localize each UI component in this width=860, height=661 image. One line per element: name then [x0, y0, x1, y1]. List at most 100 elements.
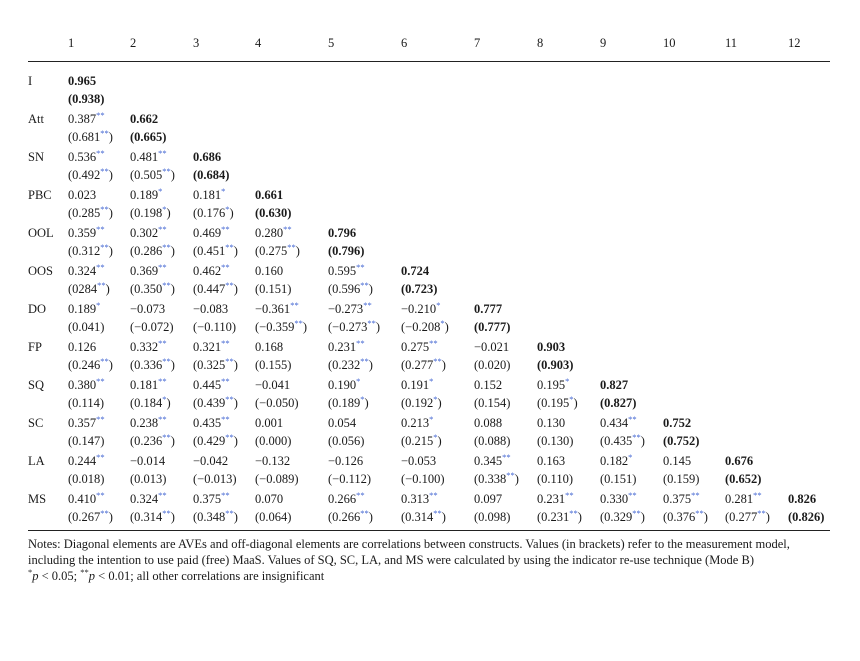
- structural-value: 0.244**: [68, 452, 130, 470]
- measurement-value: (0.938): [68, 90, 130, 108]
- closing-bracket: ): [368, 358, 373, 372]
- correlation-cell: −0.073 (−0.072): [130, 300, 193, 338]
- correlation-cell: 0.434** (0.435**): [600, 414, 663, 452]
- significance-marker: **: [162, 242, 171, 252]
- measurement-value: (−0.208*): [401, 318, 474, 336]
- row-label: DO: [28, 302, 47, 316]
- measurement-value-number: (0.192: [401, 396, 434, 410]
- measurement-value: (0.505**): [130, 166, 193, 184]
- significance-marker: **: [628, 490, 637, 500]
- measurement-value-number: (0.098): [474, 510, 511, 524]
- measurement-value: (0.684): [193, 166, 255, 184]
- measurement-value-number: (0.215: [401, 434, 434, 448]
- significance-marker: **: [753, 490, 762, 500]
- structural-value-number: 0.213: [401, 416, 430, 430]
- diagonal-ave-cell: 0.724 (0.723): [401, 262, 474, 300]
- structural-value: 0.266**: [328, 490, 401, 508]
- correlation-cell: 0.189* (0.041): [68, 300, 130, 338]
- empty-cell: [663, 300, 725, 338]
- structural-value: 0.661: [255, 186, 328, 204]
- structural-value: 0.369**: [130, 262, 193, 280]
- empty-cell: [193, 110, 255, 148]
- table-row: SC 0.357** (0.147) 0.238** (0.236**) 0.435**(…: [28, 414, 830, 452]
- significance-marker: **: [100, 242, 109, 252]
- significance-marker: *: [225, 204, 230, 214]
- closing-bracket: ): [108, 244, 113, 258]
- empty-cell: [725, 262, 788, 300]
- measurement-value-number: (0.151): [600, 472, 637, 486]
- structural-value-number: 0.054: [328, 416, 357, 430]
- measurement-value-number: (0.266: [328, 510, 361, 524]
- significance-marker: **: [363, 300, 372, 310]
- structural-value: 0.070: [255, 490, 328, 508]
- diagonal-ave-cell: 0.676 (0.652): [725, 452, 788, 490]
- empty-cell: [537, 148, 600, 186]
- structural-value-number: 0.332: [130, 340, 159, 354]
- measurement-value-number: (0.796): [328, 244, 365, 258]
- structural-value-number: 0.244: [68, 454, 97, 468]
- significance-marker: **: [433, 508, 442, 518]
- measurement-value: (−0.089): [255, 470, 328, 488]
- significance-marker: *: [565, 376, 570, 386]
- measurement-value-number: (0284: [68, 282, 98, 296]
- empty-cell: [474, 186, 537, 224]
- significance-marker: **: [290, 300, 299, 310]
- structural-value: 0.281**: [725, 490, 788, 508]
- significance-marker: **: [96, 262, 105, 272]
- empty-cell: [725, 300, 788, 338]
- structural-value: 0.410**: [68, 490, 130, 508]
- correlation-cell: 0.481** (0.505**): [130, 148, 193, 186]
- significance-marker: **: [100, 166, 109, 176]
- significance-marker: **: [96, 452, 105, 462]
- significance-marker: **: [221, 490, 230, 500]
- measurement-value-number: (−0.359: [255, 320, 295, 334]
- closing-bracket: ): [514, 472, 519, 486]
- empty-cell: [725, 148, 788, 186]
- notes-text: Notes: Diagonal elements are AVEs and of…: [28, 537, 790, 567]
- measurement-value: (0.338**): [474, 470, 537, 488]
- significance-marker: **: [225, 394, 234, 404]
- correlation-cell: 0.357** (0.147): [68, 414, 130, 452]
- structural-value-number: 0.686: [193, 150, 222, 164]
- closing-bracket: ): [441, 510, 446, 524]
- empty-cell: [600, 186, 663, 224]
- empty-cell: [600, 148, 663, 186]
- measurement-value: (0.056): [328, 432, 401, 450]
- measurement-value: (0.189*): [328, 394, 401, 412]
- measurement-value: (−0.013): [193, 470, 255, 488]
- measurement-value-number: (0.723): [401, 282, 438, 296]
- empty-cell: [725, 224, 788, 262]
- row-label: SQ: [28, 378, 44, 392]
- closing-bracket: ): [437, 434, 442, 448]
- table-row: SQ 0.380** (0.114) 0.181** (0.184*) 0.445** (0…: [28, 376, 830, 414]
- significance-marker: **: [158, 224, 167, 234]
- sig-threshold-1: < 0.05;: [38, 569, 81, 583]
- empty-cell: [788, 110, 830, 148]
- measurement-value: (0.151): [255, 280, 328, 298]
- significance-marker: *: [429, 414, 434, 424]
- significance-marker: **: [158, 414, 167, 424]
- measurement-value-number: (0.329: [600, 510, 633, 524]
- correlation-cell: 0.445** (0.439**): [193, 376, 255, 414]
- significance-marker: *: [628, 452, 633, 462]
- measurement-value-number: (0.064): [255, 510, 292, 524]
- empty-cell: [401, 148, 474, 186]
- measurement-value-number: (−0.112): [328, 472, 372, 486]
- row-label: OOS: [28, 264, 54, 278]
- significance-marker: **: [294, 318, 303, 328]
- empty-cell: [328, 186, 401, 224]
- measurement-value: (0.267**): [68, 508, 130, 526]
- measurement-value: (0.020): [474, 356, 537, 374]
- measurement-value: (0.376**): [663, 508, 725, 526]
- empty-cell: [537, 72, 600, 110]
- structural-value-number: 0.827: [600, 378, 629, 392]
- significance-marker: **: [162, 508, 171, 518]
- empty-cell: [600, 72, 663, 110]
- empty-cell: [401, 110, 474, 148]
- structural-value-number: 0.266: [328, 492, 357, 506]
- measurement-value-number: (0.176: [193, 206, 226, 220]
- table-row: Att 0.387** (0.681**) 0.662 (0.665): [28, 110, 830, 148]
- significance-marker: *: [356, 376, 361, 386]
- significance-marker: *: [440, 318, 445, 328]
- structural-value-number: 0.724: [401, 264, 430, 278]
